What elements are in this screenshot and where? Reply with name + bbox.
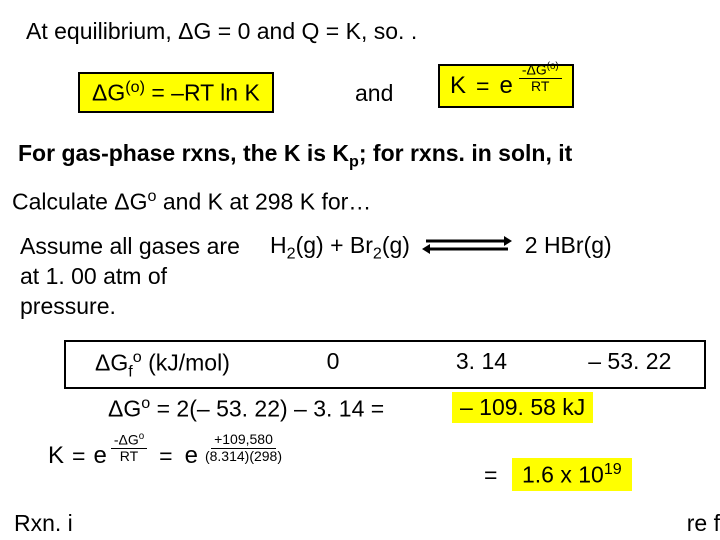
table-val-br2: 3. 14 [407,342,555,387]
assume-text: Assume all gases are at 1. 00 atm of pre… [20,232,250,322]
cutoff-text-right: re f [687,510,720,537]
dg-symbol: ΔG [92,80,125,106]
rxn-label-bottom: Rxn. i [14,510,73,537]
delta-g-result: – 109. 58 kJ [452,392,593,423]
f1ns: o [139,431,144,442]
h2sub: 2 [287,245,296,263]
exponent-fraction: -ΔG(o) RT [519,62,562,94]
table-header: ΔGfo (kJ/mol) [66,342,259,387]
kc-e1: e [93,442,106,470]
tc1a: ΔG [95,350,128,376]
g2: (g) [382,232,410,258]
kc-e2: e [185,442,198,470]
l3p1: For gas-phase rxns, the K is K [18,140,349,166]
kr1: 1.6 x 10 [522,462,604,488]
frac-num: -ΔG [522,62,547,78]
kc-k: K [48,442,64,470]
reaction-equation: H2(g) + Br2(g) 2 HBr(g) [270,232,612,264]
f1n: -ΔG [114,432,139,448]
kc-frac2: +109,580 (8.314)(298) [202,432,285,464]
k-equation-box: K = e -ΔG(o) RT [438,64,574,108]
table-val-hbr: – 53. 22 [556,342,704,387]
table-val-h2: 0 [259,342,407,387]
equilibrium-arrow-icon [422,233,512,261]
kc-frac1: -ΔGo RT [111,432,147,464]
and-connector: and [355,80,393,107]
dgc2: = 2(– 53. 22) – 3. 14 = [150,396,384,422]
dg-super: (o) [125,78,145,96]
k-result: 1.6 x 1019 [512,458,632,491]
k-calculation: K = e -ΔGo RT = e +109,580 (8.314)(298) [48,440,285,472]
delta-g-calculation: ΔGo = 2(– 53. 22) – 3. 14 = [108,394,384,423]
k-symbol: K [450,72,466,100]
tc1b: (kJ/mol) [142,350,230,376]
l4p1: Calculate ΔG [12,189,148,215]
l3sub: p [349,153,359,171]
product: 2 HBr(g) [525,232,612,258]
l4p2: and K at 298 K for… [156,189,371,215]
f2d: (8.314)(298) [202,449,285,464]
f2n: +109,580 [211,432,276,448]
h2: H [270,232,287,258]
dgcsup: o [141,394,150,412]
gas-phase-text: For gas-phase rxns, the K is Kp; for rxn… [18,140,572,172]
tc1sup: o [133,348,142,366]
dgc1: ΔG [108,396,141,422]
br2sub: 2 [373,245,382,263]
equals-final: = [484,462,497,489]
equilibrium-statement: At equilibrium, ΔG = 0 and Q = K, so. . [26,18,417,45]
equals: = [476,73,489,100]
krsup: 19 [604,460,622,478]
dg-rhs: = –RT ln K [145,80,260,106]
f1d: RT [117,449,141,464]
frac-den: RT [528,79,552,94]
kc-eq1: = [72,443,85,470]
frac-num-sup: (o) [547,61,559,72]
g1: (g) + Br [296,232,373,258]
kc-eq2: = [159,443,172,470]
calculate-prompt: Calculate ΔGo and K at 298 K for… [12,187,371,216]
l3p2: ; for rxns. in soln, it [359,140,572,166]
delta-g-equation-box: ΔG(o) = –RT ln K [78,72,274,113]
gf-table: ΔGfo (kJ/mol) 0 3. 14 – 53. 22 [64,340,706,389]
e-base: e [499,72,512,100]
